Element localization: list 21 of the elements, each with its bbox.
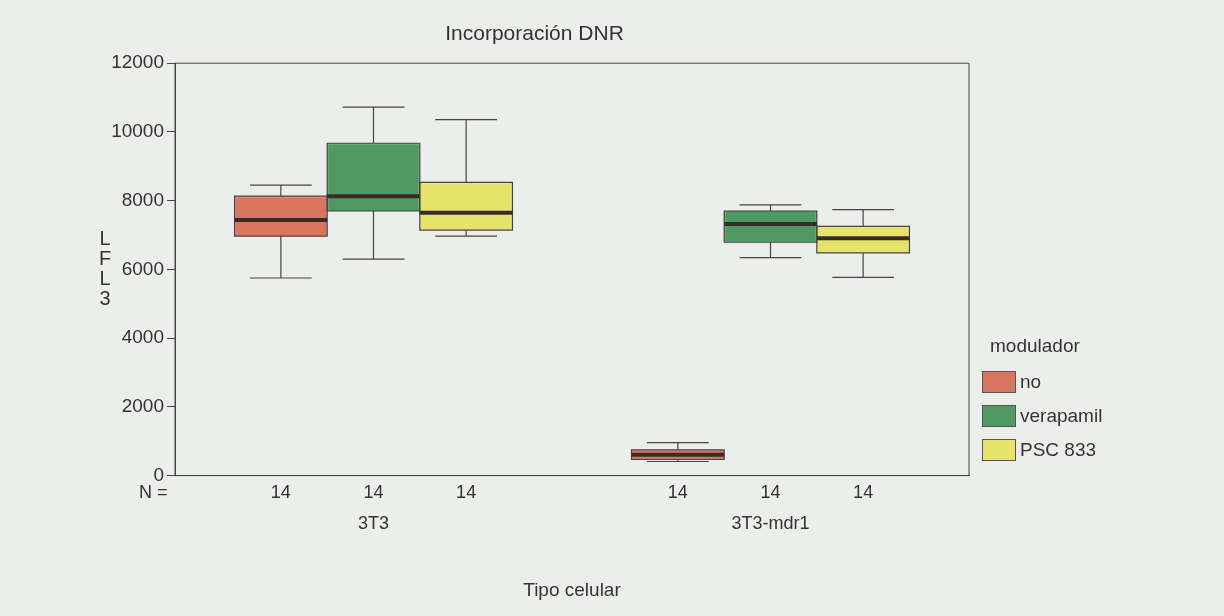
y-tick-label: 10000 bbox=[111, 120, 164, 142]
x-tick-label: 3T3-mdr1 bbox=[731, 513, 810, 534]
legend-label: verapamil bbox=[1020, 405, 1103, 427]
text: 14 bbox=[363, 481, 384, 502]
text: 14 bbox=[853, 481, 874, 502]
legend-label: no bbox=[1020, 371, 1042, 393]
text: 14 bbox=[270, 481, 291, 502]
x-axis-title: Tipo celular bbox=[523, 578, 622, 600]
y-axis-title: LFL3 bbox=[98, 226, 112, 309]
text: 14 bbox=[667, 481, 688, 502]
legend-label: PSC 833 bbox=[1020, 439, 1097, 461]
y-tick-label: 4000 bbox=[121, 326, 164, 348]
y-tick-label: 8000 bbox=[121, 188, 164, 210]
text: 14 bbox=[760, 481, 781, 502]
y-tick-label: 2000 bbox=[121, 395, 164, 417]
text: 14 bbox=[456, 481, 477, 502]
chart-title: Incorporación DNR bbox=[445, 21, 624, 45]
y-tick-label: 6000 bbox=[121, 257, 164, 279]
x-tick-label: 3T3 bbox=[357, 513, 390, 534]
y-tick-label: 12000 bbox=[111, 51, 164, 73]
legend-title: modulador bbox=[990, 335, 1081, 357]
